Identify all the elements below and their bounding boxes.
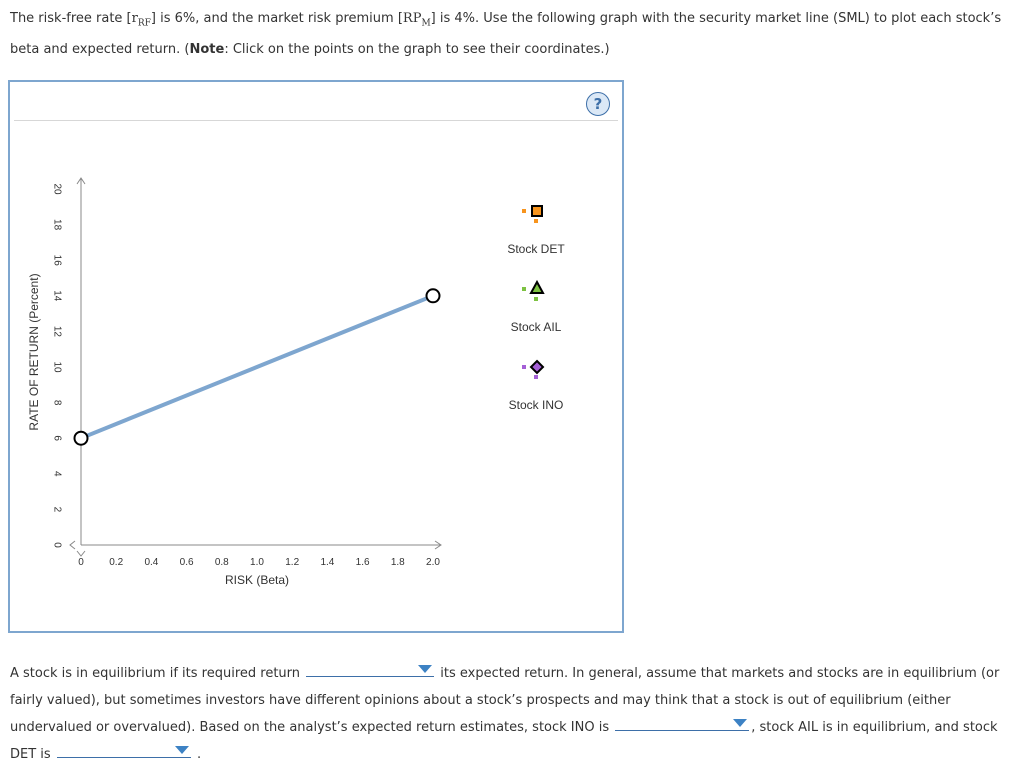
question-part: : Click on the points on the graph to se… <box>224 41 610 57</box>
answer-part: , stock AIL is in equilibrium, and stock… <box>10 720 998 762</box>
chevron-down-icon <box>733 719 748 727</box>
x-tick-label: 1.2 <box>285 557 299 568</box>
x-tick-label: 0.4 <box>144 557 158 568</box>
y-tick-label: 6 <box>52 435 63 441</box>
question-part: ] is 4%. Use the following graph with th… <box>10 11 1002 57</box>
x-tick-label: 1.0 <box>250 557 264 568</box>
sml-chart: 0 2 4 6 8 10 12 14 16 18 20 0 0.2 0.4 0.6 0.8 1.0 1.2 1.4… <box>27 177 565 587</box>
legend-det-square-marker[interactable] <box>531 205 543 217</box>
sml-start-point[interactable] <box>73 430 89 446</box>
rf-symbol: rRF <box>131 11 151 29</box>
sml-line <box>80 293 434 441</box>
det-status-dropdown[interactable] <box>56 743 191 758</box>
y-tick-label: 8 <box>52 400 63 406</box>
question-text: The risk-free rate [rRF] is 6%, and the … <box>10 6 1015 63</box>
legend-det-dot-bottom <box>534 219 538 223</box>
y-tick-label: 16 <box>52 255 63 267</box>
y-tick-label: 12 <box>52 326 63 338</box>
help-button[interactable]: ? <box>586 92 610 116</box>
y-axis-down-arrow <box>76 550 86 557</box>
answer-text: A stock is in equilibrium if its require… <box>10 660 1015 768</box>
legend-det-label: Stock DET <box>507 242 565 256</box>
legend-ino-dot-bottom <box>534 375 538 379</box>
legend-ail-dot-left <box>522 287 526 291</box>
y-tick-label: 20 <box>52 183 63 195</box>
x-tick-label: 1.6 <box>356 557 370 568</box>
sml-end-point[interactable] <box>425 288 441 304</box>
rpm-symbol: RPM <box>402 11 431 29</box>
question-part: ] is 6%, and the market risk premium [ <box>150 11 403 26</box>
legend-ino-dot-left <box>522 365 526 369</box>
equilibrium-dropdown[interactable] <box>306 662 435 677</box>
note-label: Note <box>189 41 225 57</box>
question-part: The risk-free rate [ <box>10 11 132 26</box>
y-tick-label: 4 <box>52 471 63 477</box>
ino-status-dropdown[interactable] <box>615 716 750 731</box>
answer-part: A stock is in equilibrium if its require… <box>10 666 301 681</box>
legend-ail-label: Stock AIL <box>511 320 562 334</box>
graph-divider <box>14 120 618 121</box>
answer-part: . <box>196 747 202 762</box>
legend-ino-label: Stock INO <box>509 398 564 412</box>
x-tick-label: 1.8 <box>391 557 405 568</box>
x-tick-label: 0.8 <box>215 557 229 568</box>
graph-panel: ? 0 2 4 6 8 10 12 14 16 18 20 0 0.2 0.4 0.6 0.8 1.0 1.2 1… <box>8 80 624 633</box>
x-tick-label: 0.2 <box>109 557 123 568</box>
y-axis-title: RATE OF RETURN (Percent) <box>27 273 41 430</box>
legend-ail-dot-bottom <box>534 297 538 301</box>
y-tick-label: 14 <box>52 290 63 302</box>
y-tick-label: 10 <box>52 361 63 373</box>
x-tick-label: 0.6 <box>180 557 194 568</box>
y-tick-label: 0 <box>52 542 63 548</box>
x-tick-label: 1.4 <box>320 557 334 568</box>
x-axis-left-arrow <box>69 540 76 550</box>
y-tick-label: 2 <box>52 507 63 513</box>
legend-ino[interactable]: Stock INO <box>509 359 564 412</box>
legend-det-dot-left <box>522 209 526 213</box>
legend-ail[interactable]: Stock AIL <box>511 279 562 334</box>
legend-ino-diamond-marker[interactable] <box>529 359 545 375</box>
answer-part: its expected return. In general, assume … <box>10 666 1000 735</box>
legend-det[interactable]: Stock DET <box>507 205 565 256</box>
y-tick-label: 18 <box>52 219 63 231</box>
x-tick-label: 2.0 <box>426 557 440 568</box>
x-tick-label: 0 <box>78 557 84 568</box>
legend-ail-triangle-marker[interactable] <box>529 279 545 294</box>
chevron-down-icon <box>174 746 189 754</box>
x-axis-title: RISK (Beta) <box>225 573 289 587</box>
chevron-down-icon <box>418 665 433 673</box>
